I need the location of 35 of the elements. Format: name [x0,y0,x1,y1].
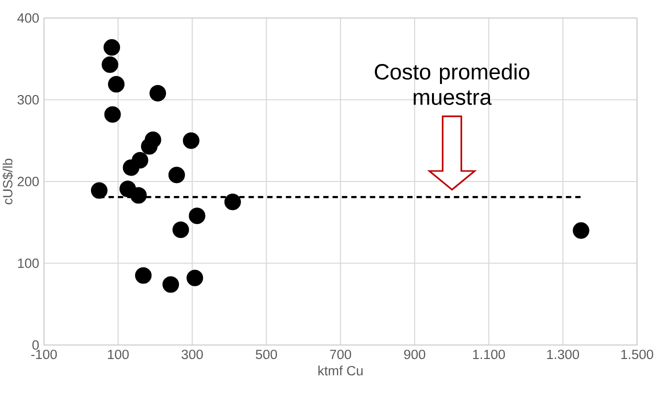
point [224,194,241,210]
point [572,222,590,239]
y-tick-label: 100 [18,258,39,268]
point [122,159,140,176]
point [186,270,204,286]
point [162,276,180,293]
x-tick-label: 1.500 [621,350,654,360]
y-tick-label: 400 [17,13,39,23]
x-tick-label: 900 [404,350,426,360]
x-tick-label: 500 [256,350,277,360]
point [150,84,166,102]
point [172,221,190,238]
x-tick-label: 300 [182,350,203,360]
point [104,106,121,123]
x-tick-label: -100 [31,350,57,360]
x-tick-label: 1.300 [547,350,580,360]
point [188,208,206,224]
point [182,132,200,149]
point [135,267,152,284]
x-tick-label: 1.100 [473,350,505,360]
y-tick-label: 300 [18,95,39,104]
y-tick-label: 200 [18,176,39,186]
x-tick-label: 100 [108,350,129,360]
annotation: Costo promedio muestra [374,63,530,105]
x-tick-label: 700 [330,350,352,360]
point [102,56,118,73]
point [140,138,158,155]
point [168,166,185,184]
y-axis-title: cUS$/lb [2,158,14,204]
point [130,187,147,204]
x-axis-title: ktmf Cu [318,366,363,376]
point [108,76,125,92]
point [104,39,120,56]
point [90,182,108,199]
y-tick-label: 0 [32,340,39,350]
